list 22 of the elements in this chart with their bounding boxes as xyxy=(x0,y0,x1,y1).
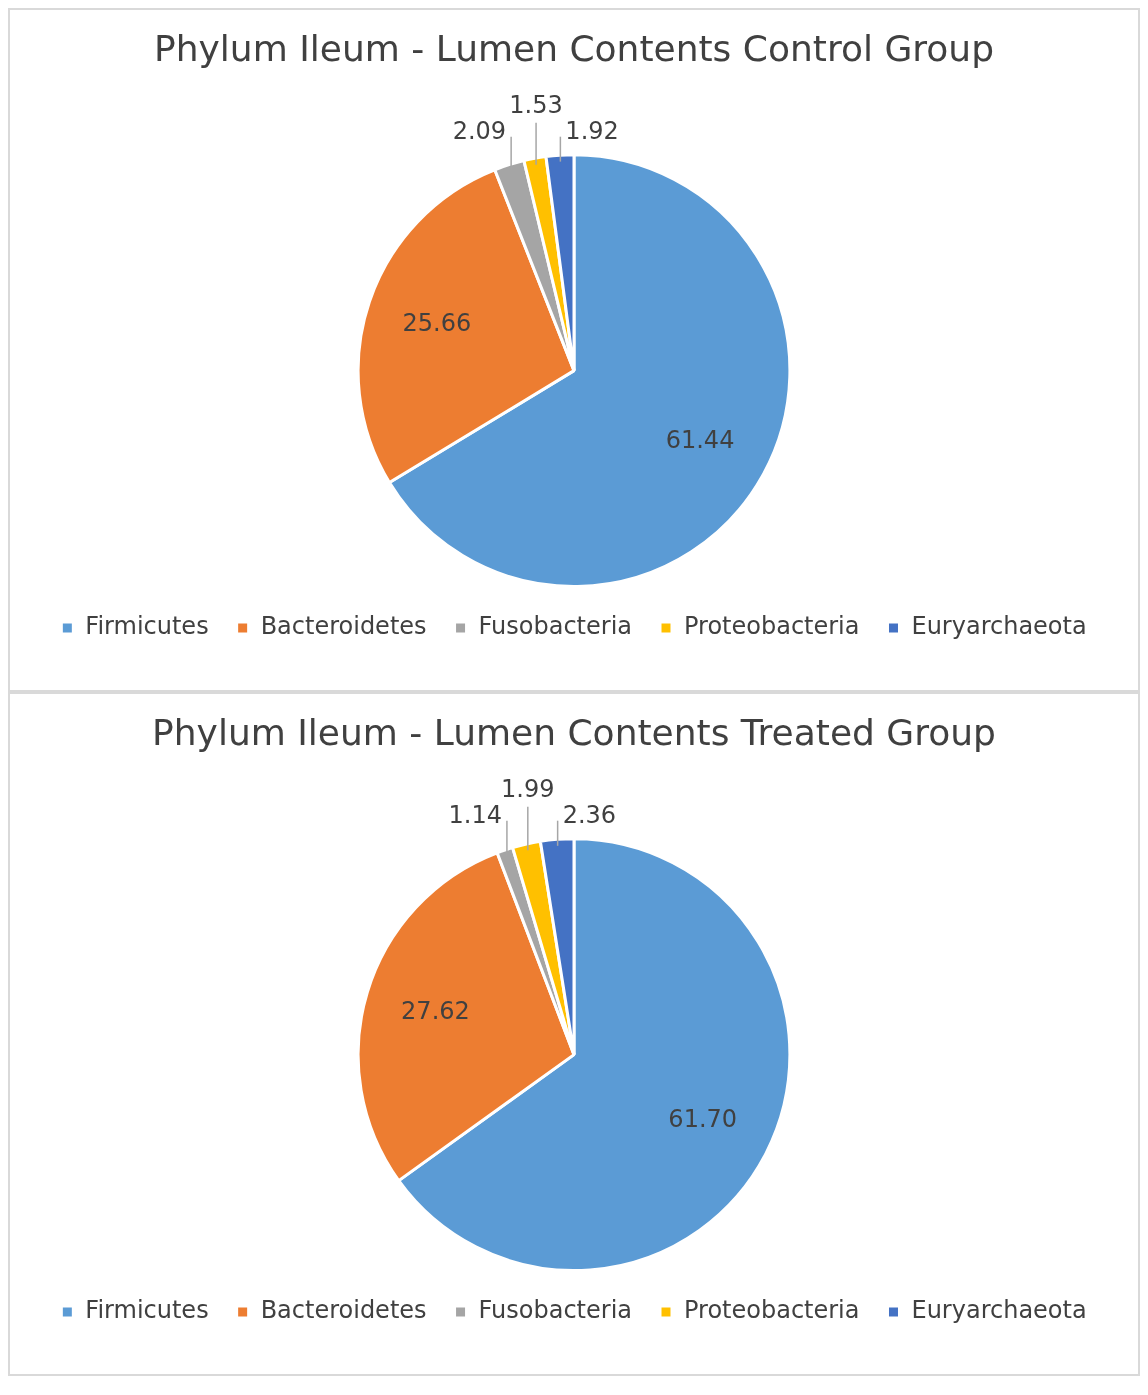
chart-title: Phylum Ileum - Lumen Contents Treated Group xyxy=(152,711,996,753)
legend-label: Fusobacteria xyxy=(478,612,633,641)
data-label: 1.92 xyxy=(565,116,619,145)
legend-label: Proteobacteria xyxy=(684,612,860,641)
data-label: 2.09 xyxy=(452,116,507,145)
data-label: 25.66 xyxy=(402,308,472,337)
legend-label: Proteobacteria xyxy=(684,1296,860,1325)
legend-label: Firmicutes xyxy=(85,612,209,641)
legend-label: Euryarchaeota xyxy=(911,612,1087,641)
data-label: 2.36 xyxy=(562,800,617,829)
data-label: 27.62 xyxy=(401,997,470,1026)
data-label: 1.99 xyxy=(501,774,555,803)
legend-label: Bacteroidetes xyxy=(260,612,427,641)
legend-label: Euryarchaeota xyxy=(911,1296,1087,1325)
data-label: 1.14 xyxy=(448,800,502,829)
data-label: 61.70 xyxy=(668,1104,738,1133)
data-label: 1.53 xyxy=(509,90,563,119)
legend-label: Firmicutes xyxy=(85,1296,209,1325)
chart-title: Phylum Ileum - Lumen Contents Control Group xyxy=(154,27,994,69)
legend-label: Bacteroidetes xyxy=(260,1296,427,1325)
legend-label: Fusobacteria xyxy=(478,1296,633,1325)
data-label: 61.44 xyxy=(665,425,735,454)
